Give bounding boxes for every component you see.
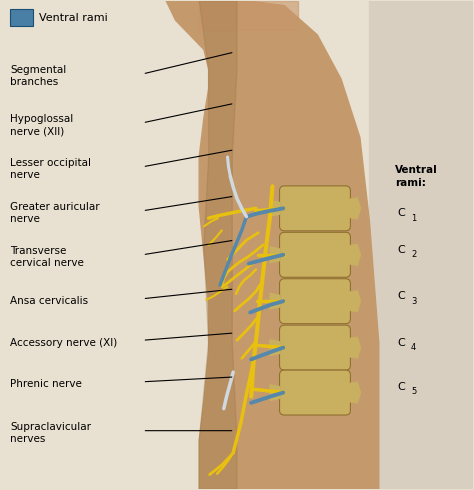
Polygon shape (270, 200, 280, 216)
Text: Ventral
rami:: Ventral rami: (395, 166, 438, 188)
Text: C: C (398, 245, 405, 255)
Text: Lesser occipital
nerve: Lesser occipital nerve (10, 158, 91, 180)
Text: 3: 3 (411, 296, 416, 306)
FancyBboxPatch shape (280, 370, 350, 415)
Text: Supraclavicular
nerves: Supraclavicular nerves (10, 422, 91, 444)
Text: 5: 5 (411, 387, 416, 396)
FancyBboxPatch shape (280, 325, 350, 370)
Text: 4: 4 (411, 343, 416, 352)
FancyBboxPatch shape (280, 186, 350, 231)
Text: 2: 2 (411, 250, 416, 259)
Text: Ventral rami: Ventral rami (38, 13, 107, 23)
Text: C: C (398, 382, 405, 392)
Polygon shape (369, 0, 474, 490)
Text: C: C (398, 338, 405, 348)
Polygon shape (270, 340, 280, 355)
Text: Segmental
branches: Segmental branches (10, 66, 66, 87)
Polygon shape (346, 337, 361, 358)
Polygon shape (346, 244, 361, 266)
Text: C: C (398, 208, 405, 218)
FancyBboxPatch shape (280, 279, 350, 324)
Polygon shape (346, 382, 361, 403)
Polygon shape (270, 385, 280, 400)
Text: Greater auricular
nerve: Greater auricular nerve (10, 202, 100, 224)
Polygon shape (346, 197, 361, 219)
Text: C: C (398, 291, 405, 301)
Polygon shape (199, 0, 237, 490)
Bar (10, 9, 33, 26)
Text: 1: 1 (411, 214, 416, 222)
Polygon shape (270, 294, 280, 309)
Polygon shape (166, 0, 379, 490)
Polygon shape (199, 0, 299, 30)
Text: Phrenic nerve: Phrenic nerve (10, 379, 82, 389)
Polygon shape (346, 291, 361, 312)
Text: Hypoglossal
nerve (XII): Hypoglossal nerve (XII) (10, 114, 73, 136)
Text: Accessory nerve (XI): Accessory nerve (XI) (10, 338, 118, 348)
Text: Ansa cervicalis: Ansa cervicalis (10, 296, 88, 306)
Text: Transverse
cervical nerve: Transverse cervical nerve (10, 246, 84, 268)
Polygon shape (270, 247, 280, 263)
FancyBboxPatch shape (280, 232, 350, 277)
